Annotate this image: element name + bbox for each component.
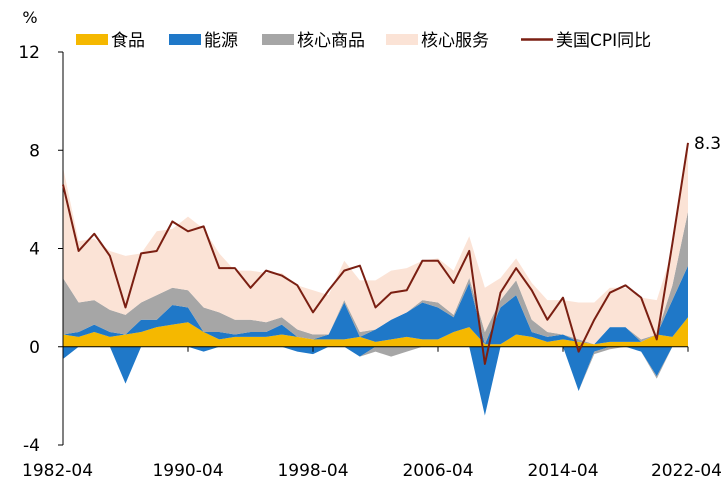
legend-swatch-0 [76,34,108,45]
x-tick-label-2: 1998-04 [277,461,348,481]
annotation-label-0: 8.3 [694,134,721,154]
x-tick-label-5: 2022-04 [651,461,722,481]
legend-swatch-2 [262,34,294,45]
y-tick-label-3: 8 [29,141,40,161]
legend-swatch-1 [169,34,201,45]
line-series-0 [62,142,689,365]
legend-label-4: 美国CPI同比 [556,31,651,51]
x-tick-label-0: 1982-04 [22,461,93,481]
y-tick-label-2: 4 [29,240,40,260]
legend-label-3: 核心服务 [421,31,489,51]
series-1-area-negative [63,346,688,416]
series-3-area-negative [63,346,688,416]
x-tick-label-1: 1990-04 [152,461,223,481]
y-unit-label: % [22,8,37,27]
series-2-area-positive [63,211,688,345]
axes: -4 0 4 8 12 1982-04 1990-04 1998-04 2006-04 2014-… [18,43,722,481]
y-tick-label-0: -4 [23,436,40,456]
y-tick-label-4: 12 [18,43,40,63]
annotations: 8.3 [694,134,721,154]
area-layers [63,142,688,416]
series-2-area-negative [63,346,688,416]
legend-label-2: 核心商品 [297,31,365,51]
x-tick-label-4: 2014-04 [527,461,598,481]
legend-label-0: 食品 [111,31,145,51]
legend-label-1: 能源 [204,31,238,51]
legend-swatch-3 [386,34,418,45]
series-3-area-positive [63,142,688,345]
x-tick-label-3: 2006-04 [402,461,473,481]
series-1-area-positive [63,265,688,345]
legend: 食品 能源 核心商品 核心服务 美国CPI同比 [76,31,651,51]
line-layers [62,142,689,365]
y-tick-label-1: 0 [29,338,40,358]
